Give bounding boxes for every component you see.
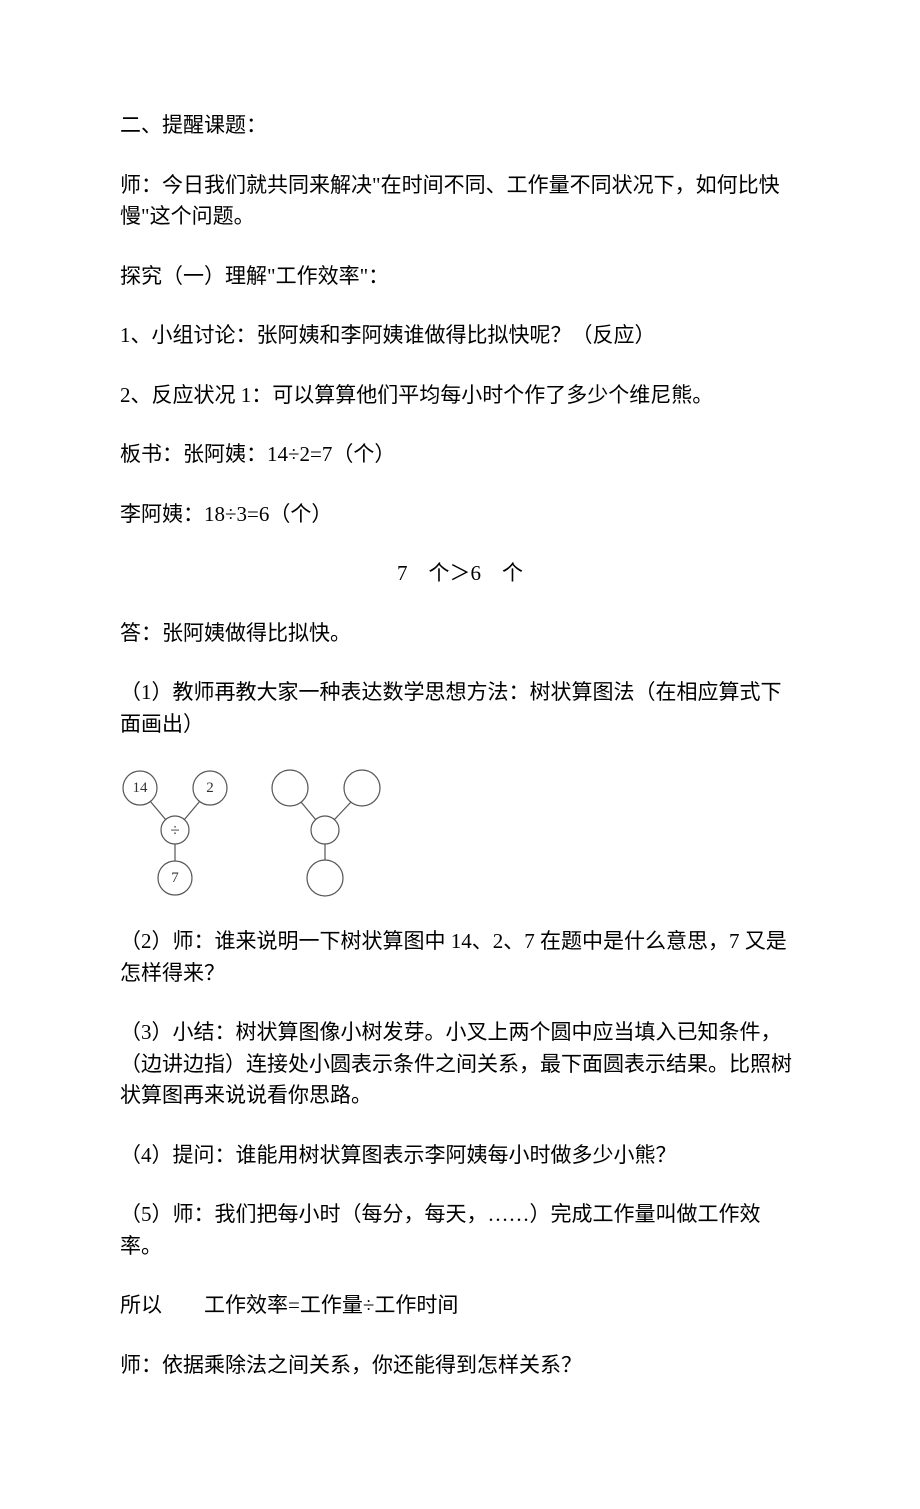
tree-node-label: ÷: [170, 821, 179, 840]
answer: 答：张阿姨做得比拟快。: [120, 618, 800, 650]
tree-node: [307, 860, 343, 896]
formula-body: 工作效率=工作量÷工作时间: [204, 1293, 458, 1317]
tree-diagram-filled: 14 2 ÷ 7: [120, 768, 230, 898]
teacher-followup: 师：依据乘除法之间关系，你还能得到怎样关系？: [120, 1350, 800, 1382]
tree-diagram-empty: [270, 768, 382, 898]
tree-diagrams-row: 14 2 ÷ 7: [120, 768, 800, 898]
exploration-heading: 探究（一）理解"工作效率"：: [120, 261, 800, 293]
board-zhang: 板书：张阿姨：14÷2=7（个）: [120, 439, 800, 471]
item-1-tree-method: （1）教师再教大家一种表达数学思想方法：树状算图法（在相应算式下面画出）: [120, 677, 800, 740]
tree-node-label: 2: [206, 780, 214, 796]
tree-node: [272, 770, 308, 806]
item-4-question: （4）提问：谁能用树状算图表示李阿姨每小时做多少小熊？: [120, 1140, 800, 1172]
tree-node-label: 14: [133, 780, 149, 796]
comparison-result: 7 个＞6 个: [120, 558, 800, 590]
item-5-definition: （5）师：我们把每小时（每分，每天，……）完成工作量叫做工作效率。: [120, 1199, 800, 1262]
teacher-intro: 师：今日我们就共同来解决"在时间不同、工作量不同状况下，如何比快慢"这个问题。: [120, 170, 800, 233]
item-3-summary: （3）小结：树状算图像小树发芽。小叉上两个圆中应当填入已知条件，（边讲边指）连接…: [120, 1017, 800, 1112]
tree-node: [344, 770, 380, 806]
tree-node-label: 7: [171, 870, 179, 886]
item-2-explain: （2）师：谁来说明一下树状算图中 14、2、7 在题中是什么意思，7 又是怎样得…: [120, 926, 800, 989]
formula-line: 所以 工作效率=工作量÷工作时间: [120, 1290, 800, 1322]
heading-section-2: 二、提醒课题：: [120, 110, 800, 142]
tree-node: [311, 816, 339, 844]
formula-prefix: 所以: [120, 1293, 162, 1317]
board-li: 李阿姨：18÷3=6（个）: [120, 499, 800, 531]
step-1-discussion: 1、小组讨论：张阿姨和李阿姨谁做得比拟快呢？（反应）: [120, 320, 800, 352]
step-2-response: 2、反应状况 1：可以算算他们平均每小时个作了多少个维尼熊。: [120, 380, 800, 412]
